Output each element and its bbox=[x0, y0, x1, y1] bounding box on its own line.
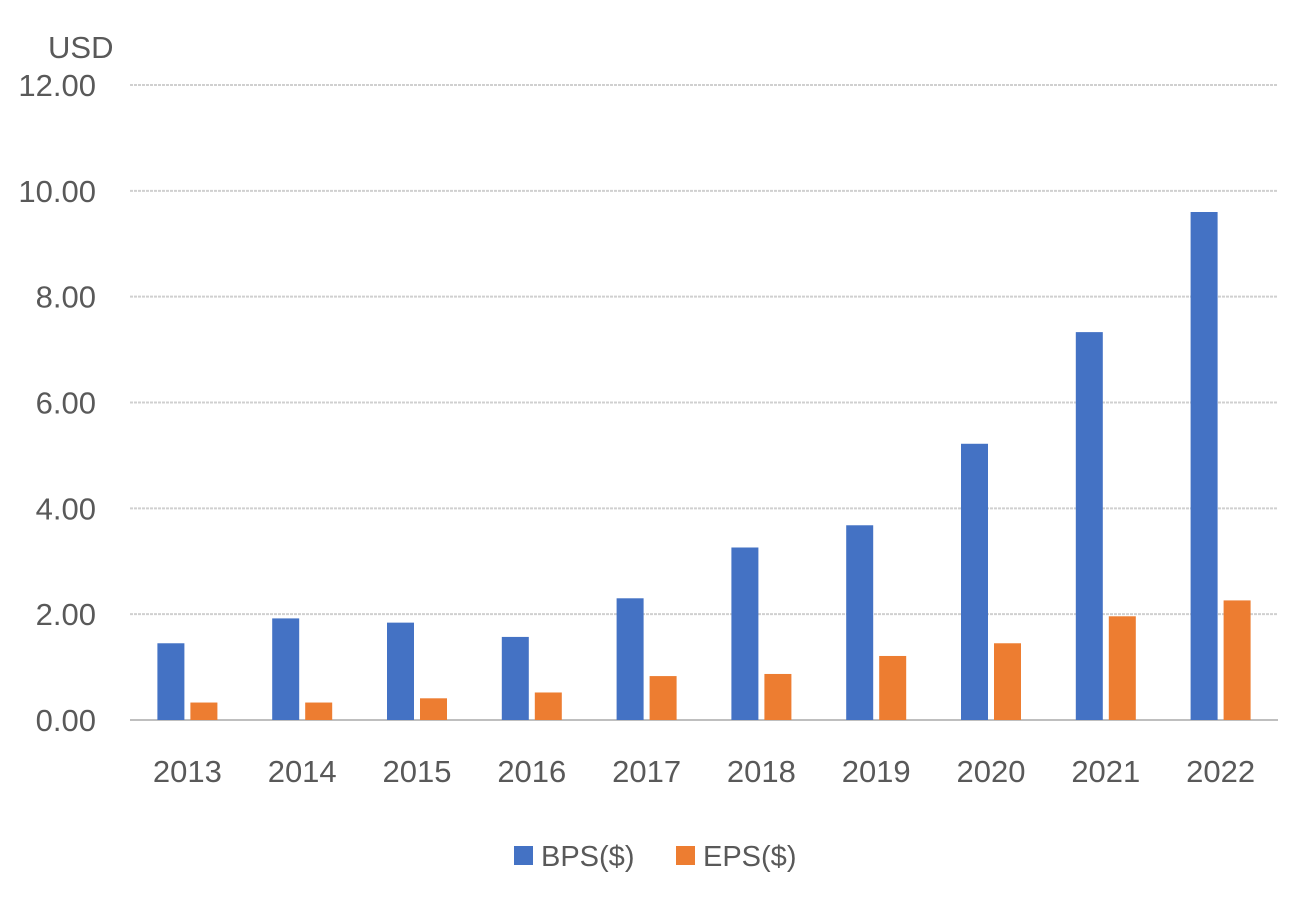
x-tick-label: 2014 bbox=[268, 754, 337, 789]
y-tick-label: 8.00 bbox=[36, 280, 96, 315]
x-tick-label: 2022 bbox=[1186, 754, 1255, 789]
y-axis-unit-label: USD bbox=[48, 30, 113, 65]
y-axis-ticks: 0.00 2.00 4.00 6.00 8.00 10.00 12.00 bbox=[18, 68, 96, 738]
x-tick-label: 2015 bbox=[383, 754, 452, 789]
y-tick-label: 4.00 bbox=[36, 491, 96, 526]
bar-eps-2020 bbox=[994, 643, 1021, 720]
bar-eps-2019 bbox=[879, 655, 907, 720]
bar-bps-2015 bbox=[387, 622, 414, 720]
bar-bps-2018 bbox=[731, 547, 759, 720]
bar-bps-2014 bbox=[272, 618, 300, 720]
legend-label-bps: BPS($) bbox=[541, 841, 634, 873]
bar-bps-2017 bbox=[616, 598, 644, 720]
bar-eps-2015 bbox=[420, 698, 447, 720]
bar-eps-2021 bbox=[1108, 616, 1136, 720]
legend-swatch-eps bbox=[676, 846, 695, 865]
y-tick-label: 12.00 bbox=[18, 68, 96, 103]
bar-bps-2022 bbox=[1190, 212, 1218, 720]
y-tick-label: 0.00 bbox=[36, 703, 96, 738]
bar-bps-2016 bbox=[501, 636, 529, 720]
x-tick-label: 2019 bbox=[842, 754, 911, 789]
bar-eps-2018 bbox=[764, 673, 792, 720]
x-axis-ticks: 2013 2014 2015 2016 2017 2018 2019 2020 2021 2022 bbox=[153, 754, 1255, 789]
x-tick-label: 2020 bbox=[957, 754, 1026, 789]
legend-label-eps: EPS($) bbox=[703, 841, 796, 873]
bar-bps-2020 bbox=[961, 443, 988, 720]
bar-eps-2017 bbox=[649, 676, 677, 720]
bar-bps-2013 bbox=[157, 643, 185, 720]
x-tick-label: 2018 bbox=[727, 754, 796, 789]
bar-eps-2016 bbox=[534, 692, 562, 720]
x-tick-label: 2016 bbox=[497, 754, 566, 789]
legend-swatch-bps bbox=[514, 846, 533, 865]
bar-eps-2022 bbox=[1223, 600, 1251, 720]
gridlines bbox=[130, 84, 1278, 721]
x-tick-label: 2021 bbox=[1071, 754, 1140, 789]
bars bbox=[157, 212, 1251, 720]
bar-bps-2021 bbox=[1075, 332, 1103, 720]
bar-eps-2013 bbox=[190, 702, 218, 720]
y-tick-label: 2.00 bbox=[36, 597, 96, 632]
x-tick-label: 2013 bbox=[153, 754, 222, 789]
y-tick-label: 6.00 bbox=[36, 386, 96, 421]
bar-eps-2014 bbox=[305, 702, 333, 720]
bar-bps-2019 bbox=[846, 525, 874, 720]
legend: BPS($) EPS($) bbox=[514, 841, 796, 873]
y-tick-label: 10.00 bbox=[18, 174, 96, 209]
x-tick-label: 2017 bbox=[612, 754, 681, 789]
